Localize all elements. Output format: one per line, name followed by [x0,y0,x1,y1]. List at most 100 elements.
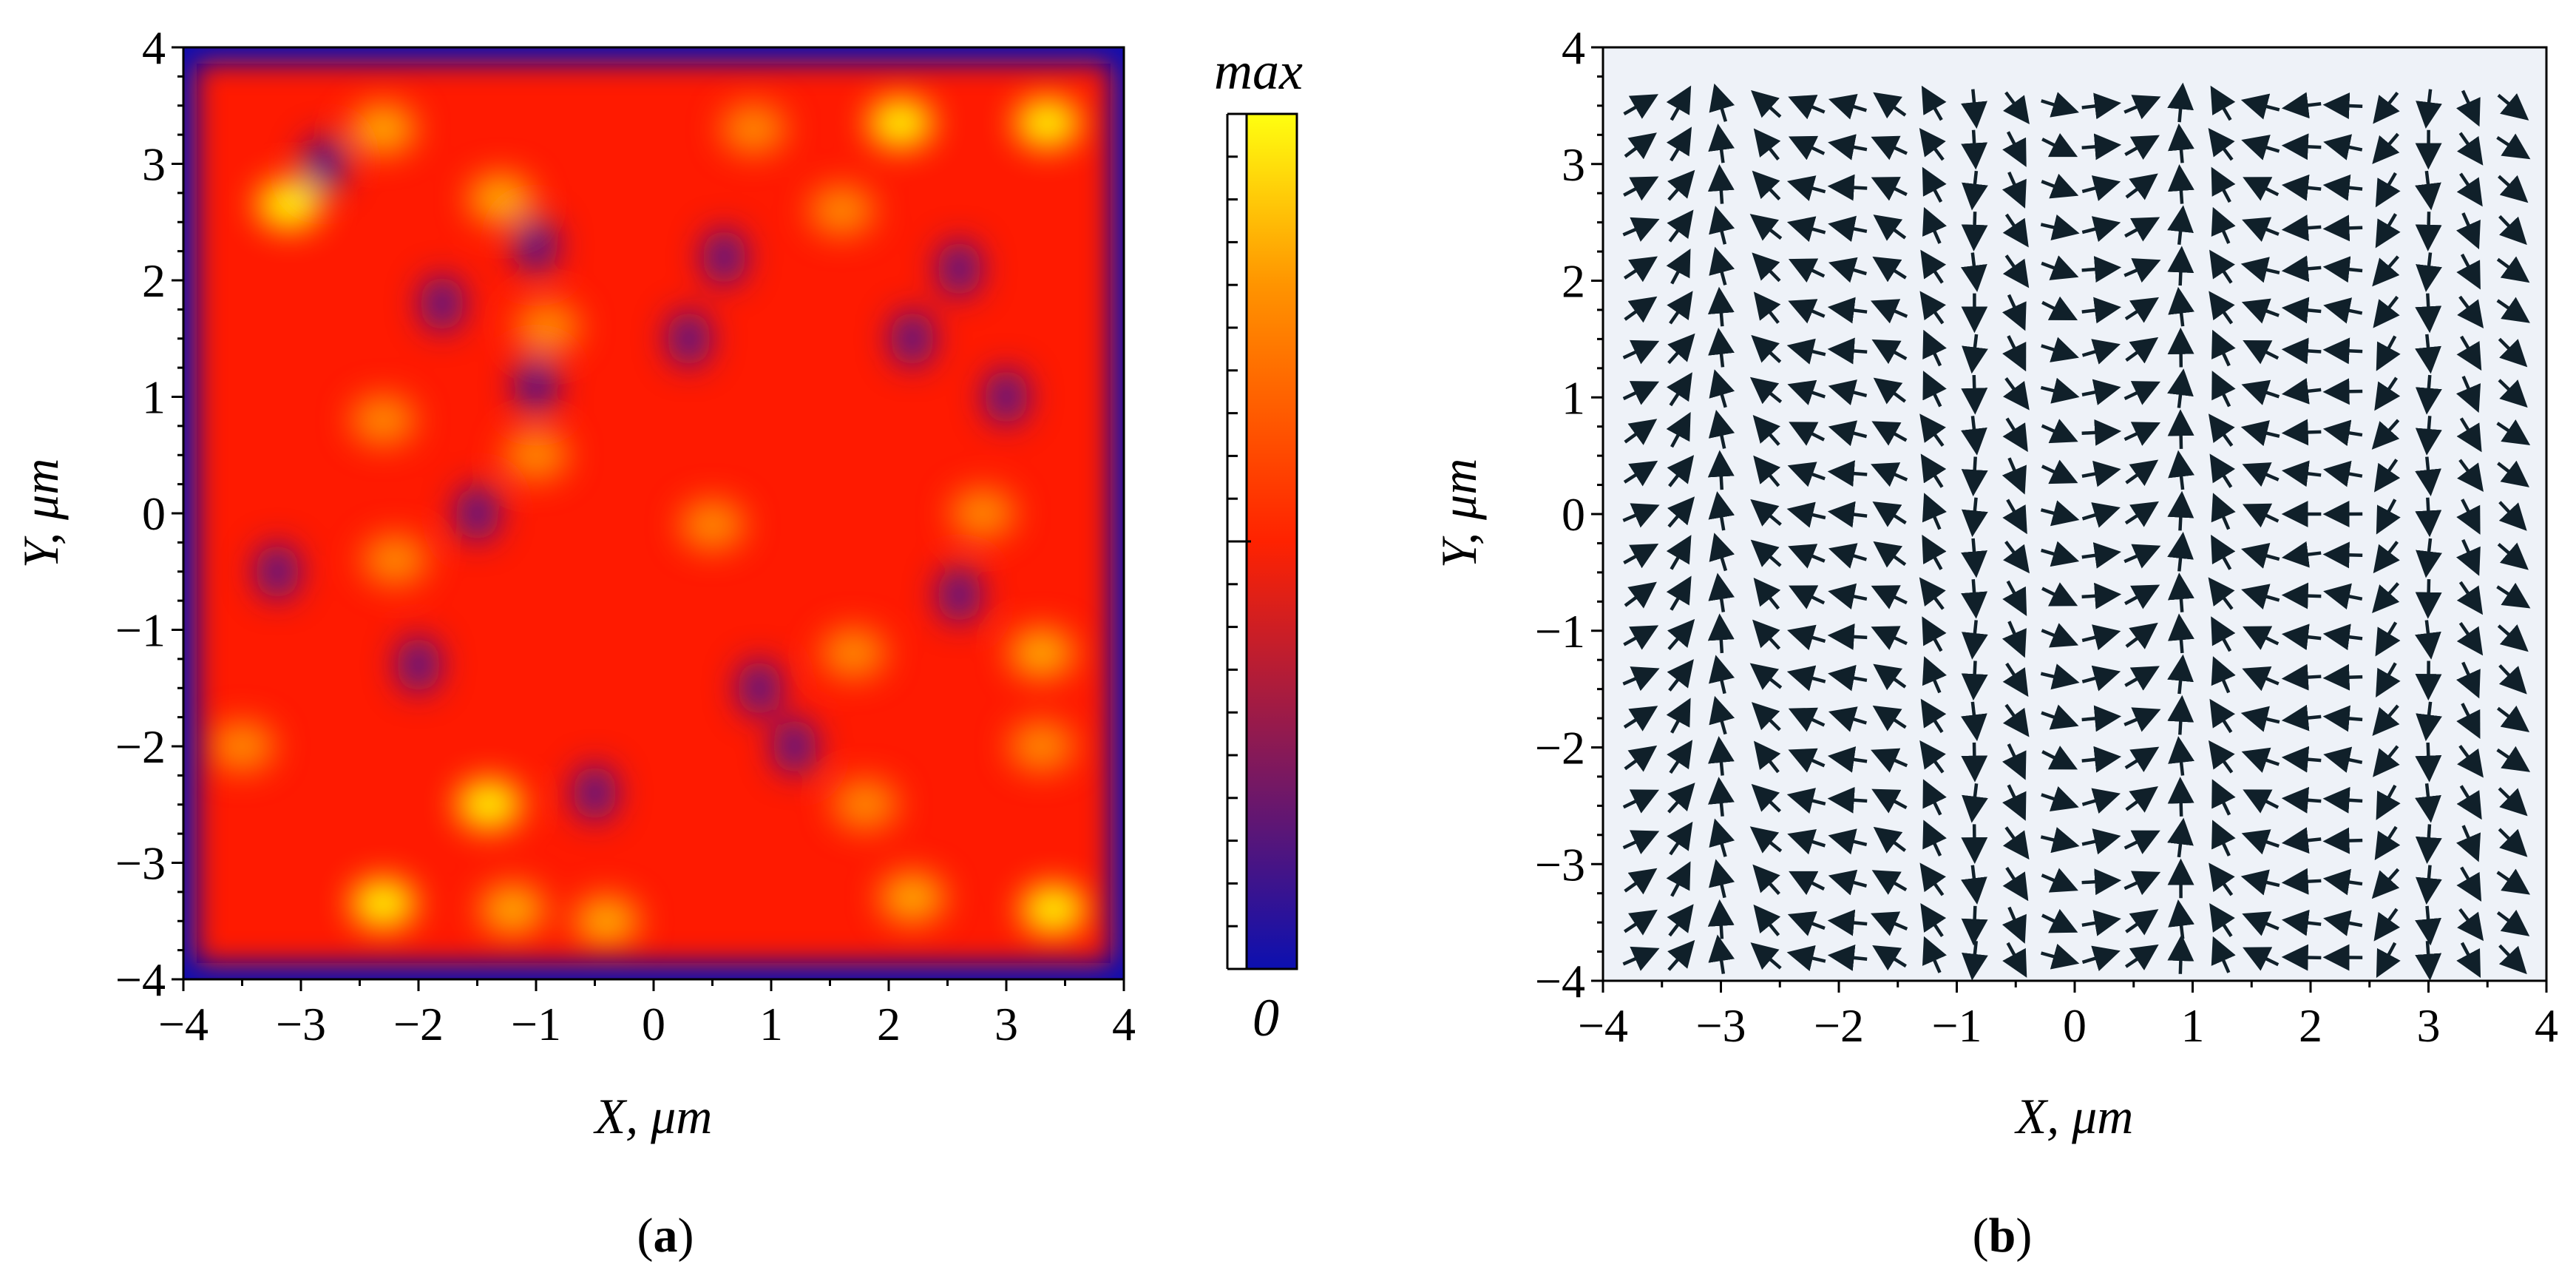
vector-arrow [1789,585,1826,609]
vector-arrow [2281,663,2322,691]
vector-arrow [1789,871,1826,896]
vector-arrow [2415,334,2441,374]
vector-arrow [2371,419,2400,450]
vector-arrow [1828,215,1868,243]
vector-arrow [1623,94,1658,119]
vector-arrow [2211,656,2236,694]
vector-arrow [2041,337,2079,362]
vector-arrow [2209,453,2236,488]
vector-arrow [2372,132,2400,164]
vector-arrow [2281,541,2322,568]
vector-arrow [1961,905,1988,946]
vector-arrow [1919,577,1946,610]
vector-arrow [1827,297,1868,324]
vector-arrow [2415,497,2442,538]
vector-arrow [2168,123,2194,163]
vector-arrow [2242,503,2280,528]
heatmap-hot-spot [257,179,322,230]
vector-arrow [1872,256,1907,283]
vector-arrow [2208,740,2235,774]
vector-arrow [1707,286,1735,327]
vector-arrow [1961,456,1988,497]
vector-arrow [2041,908,2078,933]
vector-arrow [1787,911,1826,936]
vector-arrow [1622,217,1660,242]
vector-arrow [1871,339,1908,365]
vector-arrow [1827,174,1868,201]
vector-arrow [2281,214,2322,242]
vector-arrow [1921,85,1947,121]
vector-arrow [2496,419,2531,446]
vector-arrow [2323,134,2363,161]
vector-arrow [2002,131,2027,167]
colorbar-gradient [1245,112,1298,970]
vector-arrow [2496,868,2530,895]
vector-arrow [2376,942,2401,979]
vector-arrow [2040,500,2080,527]
vector-arrow [1922,820,1947,857]
vector-arrow [2125,337,2159,364]
vector-arrow [1919,128,1946,161]
vector-arrow [2081,868,2122,896]
vector-arrow [1961,538,1987,578]
vector-arrow [2497,460,2529,487]
vector-arrow [1919,740,1946,774]
vector-arrow [1708,124,1735,163]
vector-arrow [2002,254,2030,288]
vector-arrow [2123,871,2161,896]
vector-arrow [2002,294,2027,331]
vector-arrow [1667,455,1695,487]
a-x-tick-label: −4 [158,998,209,1050]
vector-arrow [1788,707,1826,732]
vector-arrow [2240,93,2280,120]
vector-arrow [1753,291,1781,324]
b-x-tick-label: 0 [2063,999,2087,1052]
vector-arrow [1828,583,1868,609]
vector-arrow [1961,661,1988,701]
a-x-tick-label: 1 [759,998,783,1050]
vector-arrow [2167,934,2194,974]
heatmap-edge-top [183,47,1124,64]
vector-arrow [2376,335,2401,371]
vector-arrow [2167,368,2194,408]
vector-arrow [2241,298,2280,324]
vector-arrow [1922,616,1947,652]
vector-arrow [1828,706,1867,732]
vector-arrow [1622,503,1660,528]
vector-arrow [1828,134,1868,161]
vector-arrow [1751,783,1781,813]
vector-arrow [2497,93,2529,121]
vector-arrow [2002,866,2029,902]
vector-arrow [2124,584,2160,609]
heatmap-hot-spot [721,104,787,155]
vector-arrow [1871,748,1908,773]
vector-arrow [1873,92,1907,119]
vector-arrow [1961,742,1988,783]
vector-arrow [1752,170,1781,200]
vector-arrow [2281,255,2322,283]
vector-arrow [2455,825,2481,862]
vector-arrow [1666,249,1691,285]
heatmap-cold-spot [937,240,982,297]
a-x-tick-label: −1 [511,998,561,1050]
vector-arrow [2373,745,2400,777]
vector-arrow [1707,899,1735,939]
vector-arrow [1624,132,1657,160]
vector-arrow [2211,493,2236,530]
heatmap-hot-spot [468,173,534,224]
vector-arrow [2323,910,2363,936]
vector-arrow [2081,460,2121,487]
vector-arrow [2322,868,2363,896]
heatmap-hot-spot [350,104,416,155]
vector-arrow [2211,329,2236,367]
vector-arrow [2040,377,2080,404]
vector-arrow [1788,748,1826,773]
vector-arrow [1709,246,1735,286]
b-x-tick-label: −2 [1814,999,1864,1052]
vector-arrow [2373,91,2400,124]
b-x-tick-label: −4 [1578,999,1628,1052]
vector-arrow [2123,422,2161,446]
vector-arrow [1667,783,1695,814]
heatmap-hot-spot [867,98,933,149]
vector-arrow [2211,371,2236,408]
